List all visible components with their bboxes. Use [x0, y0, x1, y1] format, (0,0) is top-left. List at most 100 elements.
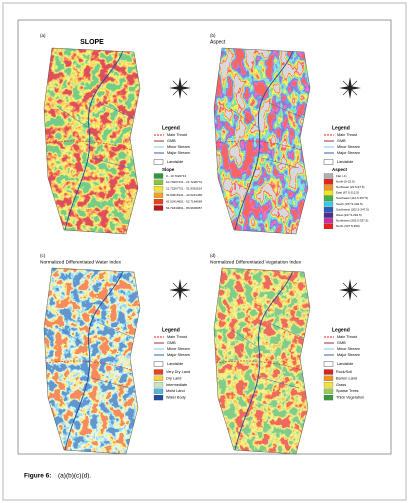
- legend-swatch: [323, 218, 334, 224]
- legend-subtitle: Aspect: [332, 167, 348, 172]
- legend-label: Rock/Soil: [336, 370, 352, 374]
- legend-label: North (0-22.5): [336, 179, 355, 183]
- legend-swatch: [323, 212, 334, 218]
- legend-label: Minor Stream: [337, 145, 360, 149]
- legend-swatch: [323, 195, 334, 201]
- panel-title: Normalized Differentiated Water Index: [40, 259, 122, 265]
- main-thrust: [215, 140, 310, 154]
- legend-label: Sparse Trees: [336, 389, 359, 393]
- legend-label: Minor Stream: [337, 347, 360, 351]
- legend-label: Main Thrust: [337, 335, 358, 339]
- legend-swatch: [323, 388, 334, 394]
- major-stream: [63, 48, 125, 234]
- legend-label: Very Dry Land: [166, 370, 190, 374]
- legend-label: Dry Land: [166, 376, 181, 380]
- north-arrow-diag: [172, 80, 188, 96]
- streams: [45, 48, 140, 234]
- panel-label: (b): [210, 33, 216, 38]
- legend-swatch: [323, 201, 334, 207]
- legend-swatch: [153, 375, 164, 381]
- legend-swatch: [323, 190, 334, 196]
- minor-stream: [58, 322, 135, 389]
- legend-label: GMB: [337, 341, 346, 345]
- legend-label: Major Stream: [167, 151, 190, 155]
- legend-swatch: [323, 375, 334, 381]
- legend-label: Minor Stream: [167, 145, 190, 149]
- north-arrow-diag: [172, 282, 188, 298]
- legend-label: Thick Vegetation: [336, 396, 364, 400]
- legend-label: GMB: [167, 139, 176, 143]
- legend-label: 31.93615141 - 42.0241465: [166, 193, 202, 197]
- legend-swatch: [153, 173, 164, 179]
- panel-label: (a): [40, 33, 46, 38]
- legend-swatch: [323, 382, 334, 388]
- legend-label: Minor Stream: [167, 347, 190, 351]
- legend-label: Main Thrust: [337, 133, 358, 137]
- legend-swatch: [153, 388, 164, 394]
- legend-label: Major Stream: [167, 353, 190, 357]
- panel-label: (d): [210, 253, 216, 258]
- legend-swatch: [153, 205, 164, 211]
- legend-label: 52.71840691 - 89.9636957: [166, 206, 202, 210]
- legend-label: 21.72267721 - 31.9361514: [166, 187, 202, 191]
- legend-swatch: [323, 395, 334, 401]
- legend-swatch: [323, 223, 334, 229]
- minor-stream: [228, 102, 305, 169]
- streams: [215, 268, 310, 454]
- streams: [45, 268, 140, 454]
- legend-swatch: [323, 184, 334, 190]
- legend-label: Landslide: [167, 160, 183, 164]
- legend-label: South (157.5-202.5): [336, 202, 363, 206]
- legend-label: Northeast (22.5-67.5): [336, 185, 365, 189]
- legend-label: GMB: [167, 341, 176, 345]
- map-raster: [214, 48, 310, 234]
- legend-label: West (247.5-292.5): [336, 213, 362, 217]
- main-thrust: [45, 140, 140, 154]
- legend-label: Main Thrust: [167, 335, 188, 339]
- main-thrust: [45, 360, 140, 374]
- legend-swatch: [153, 395, 164, 401]
- legend-label: Major Stream: [337, 353, 360, 357]
- legend-label: Flat (-1): [336, 174, 347, 178]
- legend-title: Legend: [162, 125, 180, 131]
- caption-text: (a)(b)(c)(d).: [58, 473, 91, 480]
- legend-label: Barren Land: [336, 376, 357, 380]
- legend-swatch: [323, 369, 334, 375]
- panel-title: Aspect: [210, 39, 226, 45]
- legend-label: North (337.5-360): [336, 224, 360, 228]
- legend-label: East (67.5-112.5): [336, 191, 359, 195]
- north-arrow-diag: [342, 282, 358, 298]
- legend-title: Legend: [332, 327, 350, 333]
- map-raster: [214, 268, 310, 454]
- legend-swatch: [153, 382, 164, 388]
- legend-label: Landslide: [167, 362, 183, 366]
- legend-label: Intermediate: [166, 383, 187, 387]
- legend-label: Major Stream: [337, 151, 360, 155]
- legend-label: Northwest (292.5-337.5): [336, 219, 368, 223]
- legend-title: Legend: [162, 327, 180, 333]
- legend-swatch: [153, 192, 164, 198]
- map-raster: [44, 268, 140, 454]
- legend-swatch: [323, 173, 334, 179]
- panel-title: SLOPE: [80, 39, 104, 46]
- legend-label: GMB: [337, 139, 346, 143]
- legend-swatch: [323, 179, 334, 185]
- legend-label: 0 - 10.7020713: [166, 174, 187, 178]
- legend-label: 10.70207131 - 21.7226772: [166, 180, 202, 184]
- legend-label: Southeast (112.5-157.5): [336, 196, 368, 200]
- legend-swatch: [323, 207, 334, 213]
- legend-subtitle: Slope: [162, 167, 175, 172]
- legend-box: [153, 159, 164, 165]
- legend-label: Water Body: [166, 396, 186, 400]
- panel-label: (c): [40, 253, 46, 258]
- legend-box: [153, 361, 164, 367]
- legend-title: Legend: [332, 125, 350, 131]
- legend-label: Main Thrust: [167, 133, 188, 137]
- minor-stream: [228, 322, 305, 389]
- north-arrow-diag: [342, 80, 358, 96]
- panel-title: Normalized Differentiated Vegetation Ind…: [210, 259, 302, 265]
- legend-swatch: [153, 199, 164, 205]
- legend-label: Grass: [336, 383, 346, 387]
- minor-stream: [58, 102, 135, 169]
